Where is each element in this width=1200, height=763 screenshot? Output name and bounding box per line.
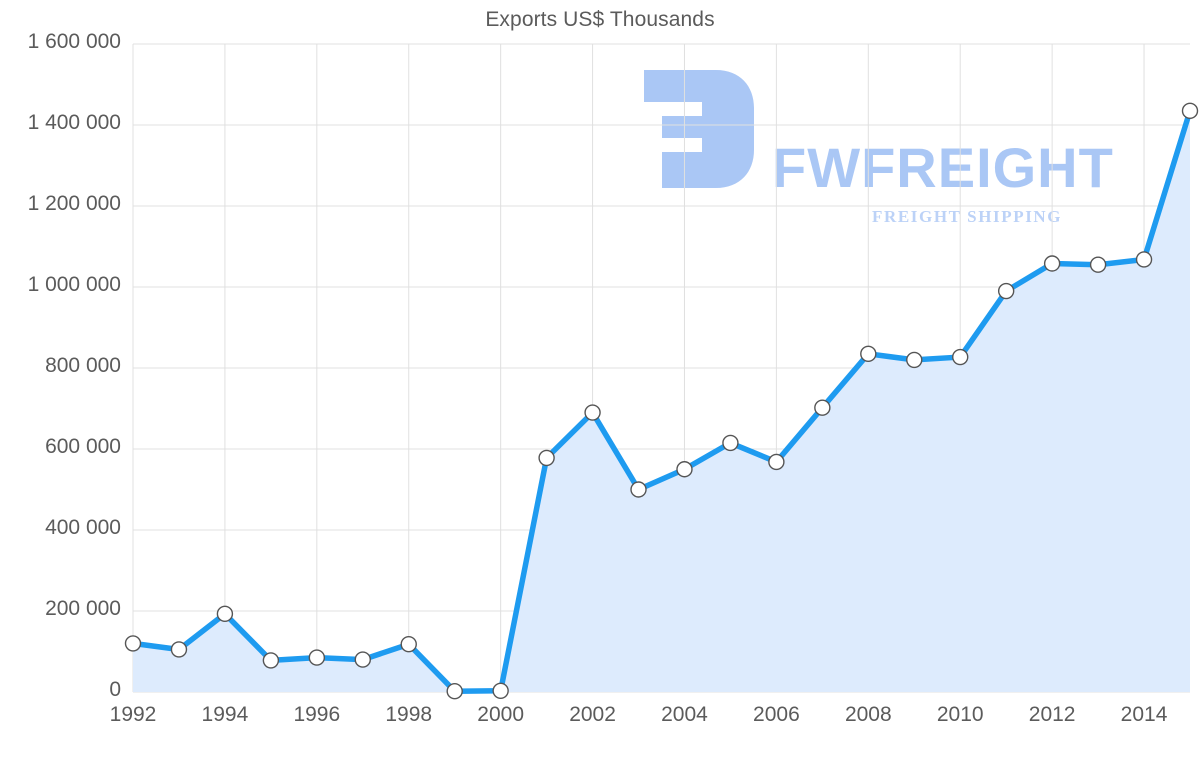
- x-axis-tick-label: 2006: [753, 703, 800, 726]
- data-point-marker[interactable]: 2002: 690000: [584, 404, 601, 421]
- data-point-marker[interactable]: 2005: 615000: [722, 434, 739, 452]
- x-axis-tick-label: 2002: [569, 703, 616, 726]
- data-point-marker[interactable]: 2013: 1055000: [1089, 256, 1107, 273]
- x-axis-tick-label: 2012: [1028, 703, 1076, 726]
- y-axis-tick-label: 400 000: [45, 516, 121, 539]
- y-axis-tick-label: 200 000: [45, 597, 121, 620]
- y-axis-tick-label: 1 200 000: [27, 192, 121, 215]
- chart-title: Exports US$ Thousands: [485, 8, 715, 31]
- x-axis-tick-label: 1996: [293, 703, 341, 726]
- data-point-marker[interactable]: 2011: 990000: [997, 282, 1015, 300]
- x-axis-tick-label: 2008: [844, 703, 892, 726]
- y-axis-tick-label: 800 000: [45, 354, 121, 377]
- data-point-marker[interactable]: 2014: 1068000: [1135, 251, 1153, 268]
- data-point-marker[interactable]: 2007: 702000: [814, 399, 831, 416]
- x-axis-tick-label: 2014: [1120, 703, 1168, 726]
- x-axis-tick-label: 2004: [661, 703, 708, 726]
- x-axis-tick-label: 1998: [385, 703, 433, 726]
- data-point-marker[interactable]: 1996: 85000: [308, 649, 326, 666]
- y-axis-tick-label: 1 600 000: [27, 30, 121, 53]
- data-point-marker[interactable]: 2012: 1058000: [1043, 255, 1061, 272]
- y-axis-tick-label: 0: [109, 678, 121, 701]
- x-axis-tick-label: 2010: [936, 703, 984, 726]
- y-axis-tick-label: 600 000: [45, 435, 121, 458]
- data-point-marker[interactable]: 2008: 835000: [860, 345, 877, 363]
- data-point-marker[interactable]: 1998: 118000: [400, 636, 417, 653]
- data-point-marker[interactable]: 2010: 827000: [952, 348, 969, 366]
- data-point-marker[interactable]: 2006: 568000: [768, 453, 785, 471]
- y-axis-tick-label: 1 000 000: [27, 273, 121, 296]
- data-point-marker[interactable]: 2004: 550000: [676, 461, 693, 478]
- y-axis-tick-label: 1 400 000: [27, 111, 121, 134]
- data-point-marker[interactable]: 2009: 820000: [906, 351, 923, 369]
- data-point-marker[interactable]: 2003: 500000: [630, 481, 647, 498]
- data-point-marker[interactable]: 2015: 1435000: [1181, 102, 1199, 120]
- data-point-marker[interactable]: 2001: 578000: [538, 449, 555, 467]
- data-point-marker[interactable]: 2000: 3000: [492, 682, 509, 699]
- data-point-marker[interactable]: 1994: 193000: [216, 605, 234, 623]
- x-axis-tick-label: 1992: [109, 703, 157, 726]
- area-fill: [133, 110, 1190, 692]
- data-point-marker[interactable]: 1999: 2000: [446, 682, 463, 700]
- x-axis-tick-label: 1994: [201, 703, 249, 726]
- data-point-marker[interactable]: 1995: 78000: [262, 652, 280, 669]
- x-axis-tick-label: 2000: [477, 703, 524, 726]
- data-point-marker[interactable]: 1993: 105000: [170, 641, 188, 658]
